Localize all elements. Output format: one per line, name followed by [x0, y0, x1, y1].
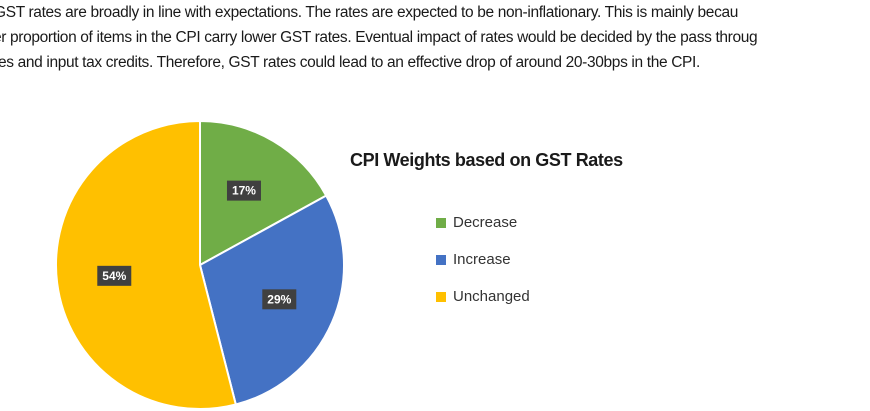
- paragraph-line-3: tes and input tax credits. Therefore, GS…: [0, 54, 700, 71]
- data-label-text-unchanged: 54%: [102, 269, 126, 283]
- data-label-increase: 29%: [262, 289, 297, 310]
- intro-paragraph: GST rates are broadly in line with expec…: [0, 0, 870, 75]
- legend-item-decrease: Decrease: [436, 204, 530, 241]
- legend-item-increase: Increase: [436, 241, 530, 278]
- legend-swatch-unchanged: [436, 291, 446, 302]
- data-label-unchanged: 54%: [97, 265, 132, 286]
- paragraph-line-2: er proportion of items in the CPI carry …: [0, 29, 758, 46]
- pie-slice-unchanged: [55, 119, 238, 410]
- data-label-text-increase: 29%: [267, 292, 291, 306]
- pie-slice-decrease: [199, 119, 328, 267]
- data-label-box-unchanged: [97, 265, 132, 286]
- legend-label-decrease: Decrease: [453, 214, 518, 231]
- legend-label-unchanged: Unchanged: [453, 288, 530, 305]
- chart-title: CPI Weights based on GST Rates: [350, 150, 623, 170]
- data-label-box-increase: [262, 289, 297, 310]
- data-label-box-decrease: [226, 180, 261, 201]
- chart-legend: Decrease Increase Unchanged: [436, 204, 530, 315]
- legend-label-increase: Increase: [453, 251, 511, 268]
- legend-swatch-decrease: [436, 217, 446, 228]
- paragraph-line-1: GST rates are broadly in line with expec…: [0, 4, 739, 21]
- legend-swatch-increase: [436, 254, 446, 265]
- data-label-decrease: 17%: [226, 180, 261, 201]
- data-label-text-decrease: 17%: [232, 184, 256, 198]
- legend-item-unchanged: Unchanged: [436, 278, 530, 315]
